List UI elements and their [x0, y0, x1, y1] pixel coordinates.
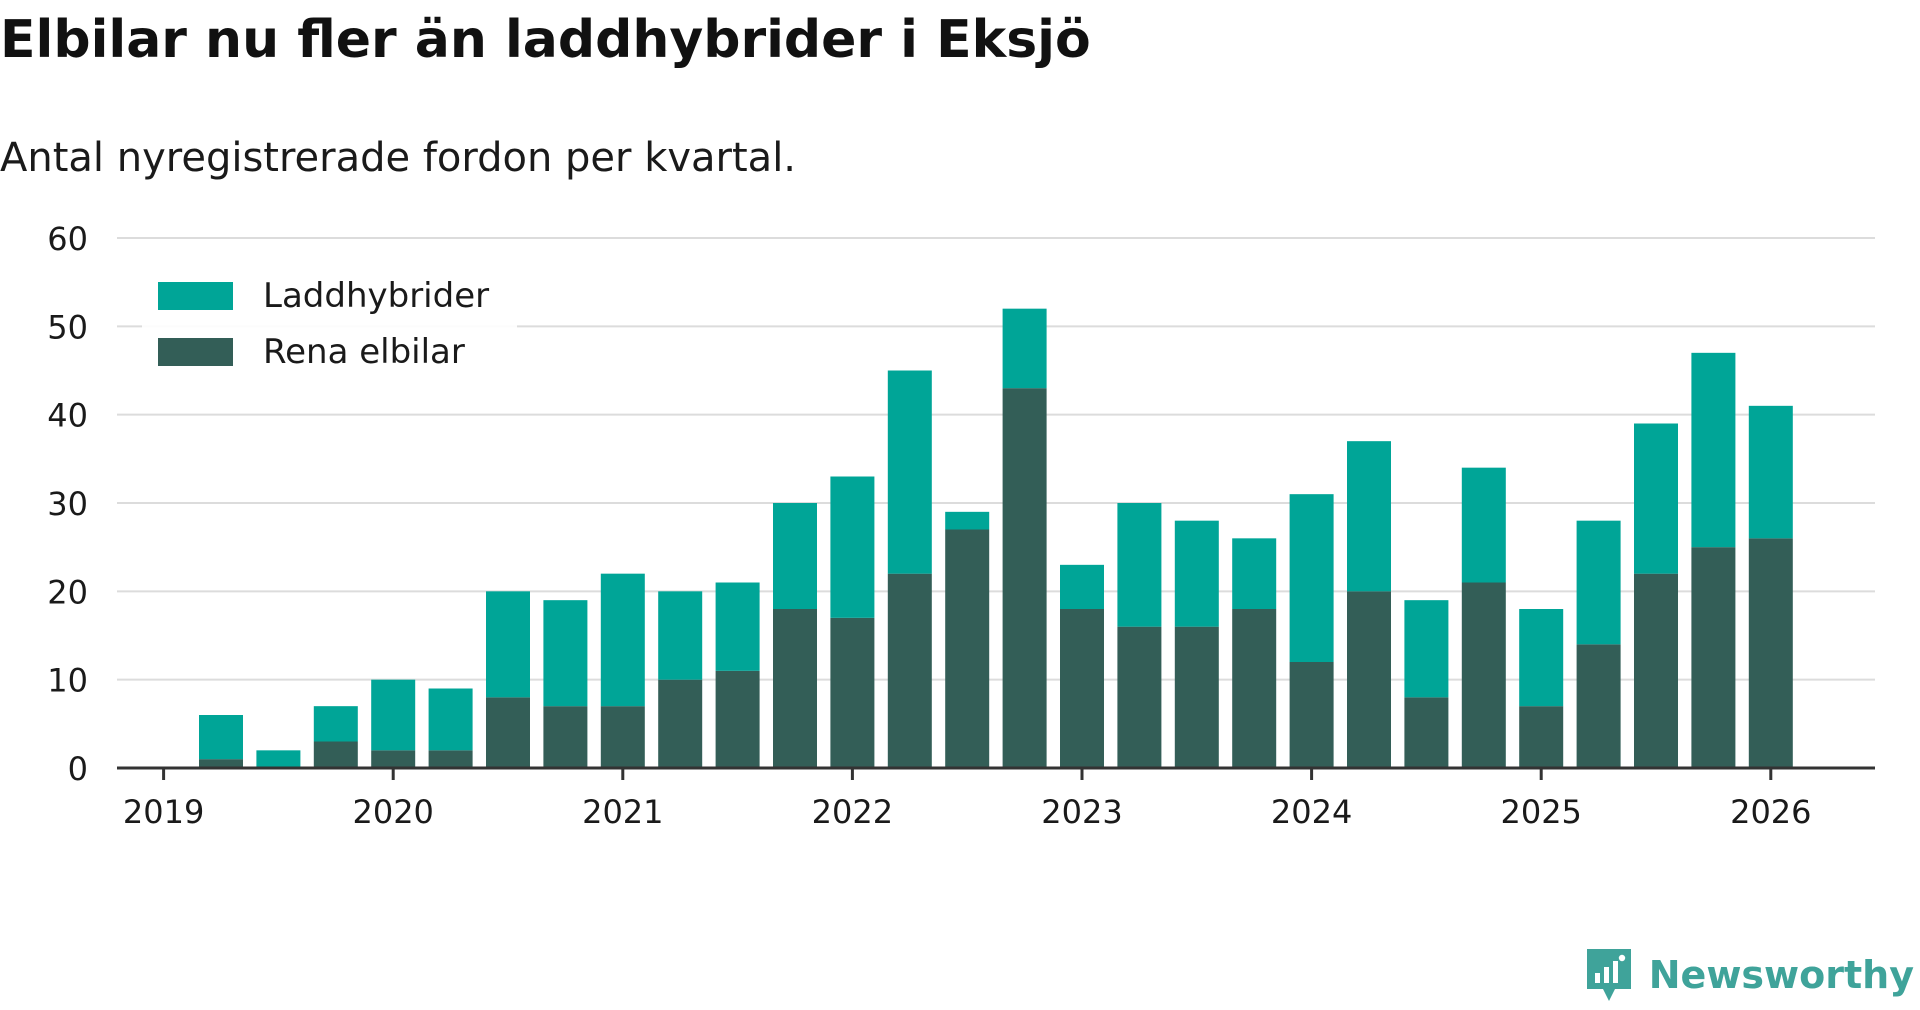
newsworthy-logo-icon	[1586, 949, 1631, 1001]
bar-rena-elbilar	[486, 697, 530, 768]
bar-rena-elbilar	[1174, 626, 1219, 768]
bar-laddhybrider	[1002, 308, 1047, 389]
bar-laddhybrider	[658, 591, 703, 680]
x-tick-label: 2024	[1271, 793, 1352, 831]
y-axis: 0 10 20 30 40 50 60	[47, 220, 88, 788]
bar-laddhybrider	[1174, 520, 1219, 627]
bar-rena-elbilar	[371, 750, 416, 768]
bar-laddhybrider	[1232, 538, 1277, 609]
legend-swatch	[158, 282, 233, 310]
bar-laddhybrider	[313, 706, 358, 742]
bar-laddhybrider	[600, 573, 645, 707]
bar-rena-elbilar	[428, 750, 473, 768]
bar-rena-elbilar	[199, 759, 243, 768]
bar-rena-elbilar	[1232, 609, 1277, 768]
bar-laddhybrider	[1461, 467, 1506, 583]
x-axis: 2019 2020 2021 2022 2023 2024 2025 2026	[117, 766, 1875, 831]
y-tick-label: 40	[47, 397, 88, 435]
bar-laddhybrider	[256, 750, 301, 768]
bar-rena-elbilar	[1404, 697, 1449, 768]
bar-rena-elbilar	[887, 573, 932, 768]
brand-name: Newsworthy	[1648, 953, 1914, 997]
x-tick-label: 2021	[582, 793, 663, 831]
bar-laddhybrider	[1519, 609, 1564, 707]
bar-rena-elbilar	[313, 741, 358, 768]
x-tick-label: 2023	[1041, 793, 1122, 831]
bar-laddhybrider	[1748, 405, 1793, 539]
bar-rena-elbilar	[1060, 609, 1104, 768]
bar-laddhybrider	[1634, 423, 1678, 574]
bar-rena-elbilar	[600, 706, 645, 768]
bars	[199, 308, 1793, 768]
bar-rena-elbilar	[1748, 538, 1793, 768]
x-tick-label: 2026	[1730, 793, 1811, 831]
chart-title: Elbilar nu fler än laddhybrider i Eksjö	[0, 10, 1091, 70]
bar-laddhybrider	[830, 476, 875, 618]
bar-laddhybrider	[1060, 564, 1104, 609]
bar-laddhybrider	[1404, 600, 1449, 698]
legend-label: Rena elbilar	[263, 332, 465, 372]
bar-laddhybrider	[371, 679, 416, 751]
bar-rena-elbilar	[1519, 706, 1564, 768]
bar-rena-elbilar	[1289, 662, 1334, 768]
bar-rena-elbilar	[1691, 547, 1736, 768]
bar-laddhybrider	[543, 600, 588, 707]
bar-laddhybrider	[945, 511, 990, 530]
bar-rena-elbilar	[1347, 591, 1391, 768]
bar-laddhybrider	[1117, 503, 1162, 627]
legend-swatch	[158, 338, 233, 366]
chart-subtitle: Antal nyregistrerade fordon per kvartal.	[0, 135, 797, 181]
bar-laddhybrider	[1289, 494, 1334, 662]
bar-laddhybrider	[773, 503, 817, 609]
bar-rena-elbilar	[658, 679, 703, 768]
bar-rena-elbilar	[1576, 644, 1621, 768]
bar-laddhybrider	[1691, 352, 1736, 548]
bar-rena-elbilar	[715, 670, 760, 768]
bar-rena-elbilar	[1461, 582, 1506, 768]
bar-rena-elbilar	[543, 706, 588, 768]
bar-rena-elbilar	[1002, 388, 1047, 768]
x-tick-label: 2020	[352, 793, 433, 831]
brand-logo: Newsworthy	[1583, 940, 1914, 1010]
bar-laddhybrider	[199, 715, 243, 760]
bar-laddhybrider	[1576, 520, 1621, 645]
bar-rena-elbilar	[1117, 626, 1162, 768]
bar-rena-elbilar	[1634, 573, 1678, 768]
bar-laddhybrider	[715, 582, 760, 671]
legend: Laddhybrider Rena elbilar	[142, 268, 517, 372]
bar-rena-elbilar	[945, 529, 990, 768]
bar-rena-elbilar	[773, 609, 817, 768]
bar-laddhybrider	[428, 688, 473, 751]
y-tick-label: 50	[47, 308, 88, 346]
y-tick-label: 20	[47, 573, 88, 611]
x-tick-label: 2019	[123, 793, 204, 831]
bar-rena-elbilar	[830, 617, 875, 768]
y-tick-label: 30	[47, 485, 88, 523]
y-tick-label: 0	[68, 750, 88, 788]
y-tick-label: 60	[47, 220, 88, 258]
bar-laddhybrider	[486, 591, 530, 698]
y-tick-label: 10	[47, 662, 88, 700]
bar-laddhybrider	[1347, 441, 1391, 592]
legend-label: Laddhybrider	[263, 276, 489, 316]
bar-laddhybrider	[887, 370, 932, 574]
x-tick-label: 2022	[812, 793, 893, 831]
x-tick-label: 2025	[1500, 793, 1581, 831]
